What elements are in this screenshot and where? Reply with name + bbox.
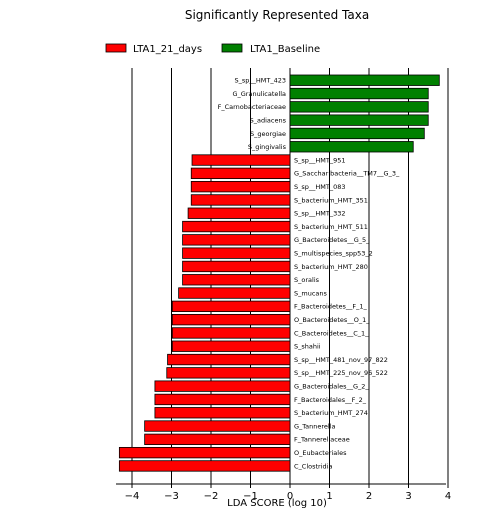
x-axis: −4 −3 −2 −1 0 1 2 3 4: [116, 483, 451, 502]
category-label: F_Bacteroidetes__F_1_: [294, 303, 368, 311]
category-label: G_Granulicatella: [232, 90, 286, 98]
x-tick-label: 0: [287, 491, 293, 502]
legend-label: LTA1_21_days: [133, 44, 202, 55]
category-label: S_shahii: [294, 343, 321, 351]
bar: [190, 180, 291, 193]
category-label: F_Bacteroidales__F_2_: [294, 396, 367, 404]
bar: [182, 247, 291, 259]
bar: [182, 260, 291, 273]
category-label: S_georgiae: [250, 130, 286, 138]
category-label: S_bacterium_HMT_511: [294, 223, 368, 231]
legend-swatch: [221, 43, 243, 53]
x-tick-label: 2: [366, 491, 372, 502]
bar: [289, 114, 429, 126]
bar: [190, 194, 291, 206]
category-label: S_bacterium_HMT_351: [294, 196, 368, 204]
category-label: S_mucans: [294, 289, 328, 297]
bar: [289, 74, 440, 86]
legend-swatch: [105, 43, 127, 53]
category-label: S_bacterium_HMT_280: [294, 263, 368, 271]
category-label: G_Bacteroidales__G_2_: [294, 382, 369, 390]
category-label: S_adiacens: [250, 116, 287, 124]
x-tick-label: 1: [326, 491, 332, 502]
category-label: O_Eubacteriales: [294, 449, 347, 457]
category-label: C_Bacteroidetes__C_1_: [294, 329, 369, 337]
bar: [144, 420, 291, 432]
bar: [191, 154, 291, 166]
category-label: S_sp__HMT_083: [294, 183, 346, 191]
category-label: F_Carnobacteriaceae: [218, 103, 286, 111]
legend: LTA1_21_days LTA1_Baseline: [105, 43, 320, 55]
category-label: S_bacterium_HMT_274: [294, 409, 368, 417]
x-tick-label: −1: [243, 491, 258, 502]
bar: [171, 300, 291, 313]
category-labels: S_sp__HMT_423 G_Granulicatella F_Carnobact…: [218, 77, 400, 471]
bar: [118, 446, 291, 459]
x-axis-label: LDA SCORE (log 10): [227, 498, 327, 509]
x-tick-label: −2: [204, 491, 219, 502]
x-tick-label: −3: [164, 491, 179, 502]
bar: [187, 207, 291, 219]
category-label: O_Bacteroidetes__O_1_: [294, 316, 370, 324]
bar: [167, 353, 291, 366]
category-label: C_Clostridia: [294, 462, 332, 470]
category-label: F_Tannerellaceae: [294, 436, 350, 444]
bar: [182, 274, 291, 286]
bar: [289, 101, 429, 113]
bar: [289, 127, 425, 140]
bar: [182, 234, 291, 246]
bars-group: [118, 74, 440, 472]
bar: [171, 327, 291, 339]
bar: [178, 287, 291, 299]
category-label: G_Tannerella: [294, 422, 336, 430]
bar: [144, 433, 291, 446]
category-label: S_sp__HMT_332: [294, 210, 346, 218]
bar: [154, 407, 291, 419]
category-label: S_sp__HMT_225_nov_96_522: [294, 369, 388, 377]
legend-label: LTA1_Baseline: [250, 44, 320, 55]
category-label: S_sp__HMT_951: [294, 156, 346, 164]
category-label: S_gingivalis: [248, 143, 287, 151]
bar: [166, 367, 291, 379]
bar: [154, 380, 291, 392]
bar: [171, 313, 291, 326]
category-label: S_multispecies_spp53_2: [294, 249, 373, 257]
bar: [289, 141, 414, 153]
bar: [154, 393, 291, 406]
bar: [182, 220, 291, 233]
category-label: S_sp__HMT_481_nov_97_822: [294, 356, 388, 364]
category-label: G_Bacteroidetes__G_5_: [294, 236, 370, 244]
bar: [171, 340, 291, 352]
bar: [190, 167, 291, 180]
bar: [289, 87, 429, 100]
x-tick-label: −4: [125, 491, 140, 502]
x-tick-label: 4: [445, 491, 451, 502]
x-tick-label: 3: [405, 491, 411, 502]
chart-title: Significantly Represented Taxa: [185, 8, 369, 22]
bar: [118, 460, 291, 472]
category-label: S_sp__HMT_423: [234, 77, 286, 85]
category-label: G_Saccharibacteria__TM7__G_3_: [294, 170, 400, 178]
category-label: S_oralis: [294, 276, 320, 284]
